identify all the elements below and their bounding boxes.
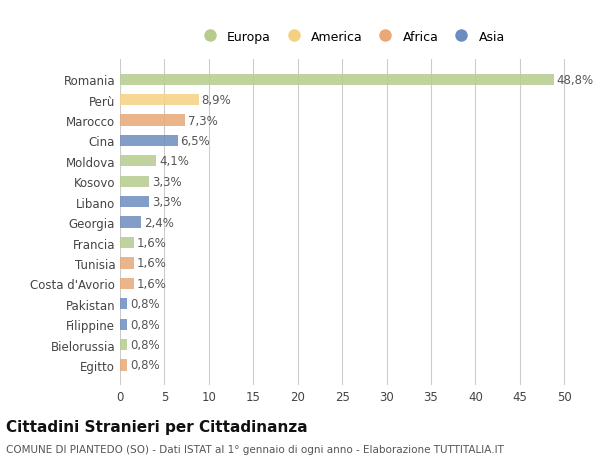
Bar bbox=[120, 237, 134, 249]
Bar bbox=[120, 135, 178, 147]
Text: 4,1%: 4,1% bbox=[159, 155, 189, 168]
Text: 6,5%: 6,5% bbox=[181, 134, 210, 148]
Bar bbox=[120, 258, 134, 269]
Bar bbox=[120, 115, 185, 126]
Text: 7,3%: 7,3% bbox=[188, 114, 217, 127]
Text: 1,6%: 1,6% bbox=[137, 236, 167, 249]
Text: 3,3%: 3,3% bbox=[152, 175, 182, 188]
Bar bbox=[120, 176, 149, 187]
Bar bbox=[120, 298, 127, 310]
Text: 3,3%: 3,3% bbox=[152, 196, 182, 209]
Text: 0,8%: 0,8% bbox=[130, 318, 160, 331]
Bar bbox=[120, 196, 149, 208]
Bar bbox=[120, 95, 199, 106]
Bar bbox=[120, 278, 134, 289]
Text: Cittadini Stranieri per Cittadinanza: Cittadini Stranieri per Cittadinanza bbox=[6, 419, 308, 434]
Text: 0,8%: 0,8% bbox=[130, 358, 160, 372]
Text: 1,6%: 1,6% bbox=[137, 277, 167, 290]
Text: 2,4%: 2,4% bbox=[144, 216, 174, 229]
Bar bbox=[120, 74, 554, 86]
Bar bbox=[120, 217, 142, 228]
Bar bbox=[120, 339, 127, 350]
Bar bbox=[120, 156, 157, 167]
Text: COMUNE DI PIANTEDO (SO) - Dati ISTAT al 1° gennaio di ogni anno - Elaborazione T: COMUNE DI PIANTEDO (SO) - Dati ISTAT al … bbox=[6, 444, 504, 454]
Text: 0,8%: 0,8% bbox=[130, 338, 160, 351]
Text: 1,6%: 1,6% bbox=[137, 257, 167, 270]
Text: 48,8%: 48,8% bbox=[556, 73, 593, 87]
Bar bbox=[120, 319, 127, 330]
Bar bbox=[120, 359, 127, 371]
Text: 8,9%: 8,9% bbox=[202, 94, 232, 107]
Legend: Europa, America, Africa, Asia: Europa, America, Africa, Asia bbox=[193, 27, 509, 47]
Text: 0,8%: 0,8% bbox=[130, 297, 160, 311]
